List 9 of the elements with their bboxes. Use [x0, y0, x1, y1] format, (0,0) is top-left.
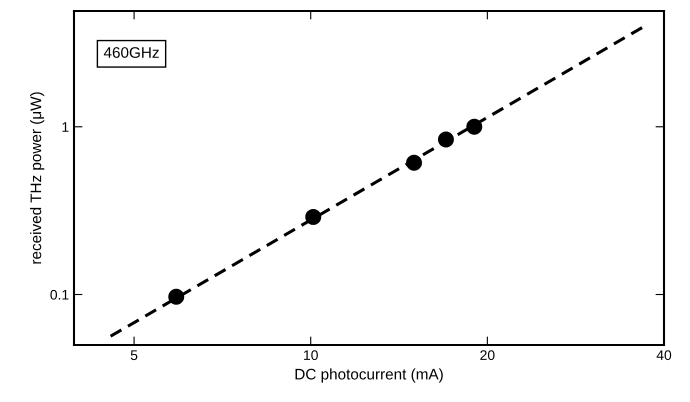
y-tick-label: 0.1 — [50, 290, 68, 300]
x-tick-label: 40 — [656, 350, 672, 360]
x-tick-label: 20 — [480, 350, 495, 360]
x-axis-title: DC photocurrent (mA) — [296, 368, 443, 383]
annotation: 460GHz — [104, 47, 159, 58]
y-tick-label: 1 — [62, 122, 68, 132]
x-tick-label: 10 — [304, 350, 318, 360]
y-axis-title: received THz power (μW) — [30, 92, 44, 264]
x-tick-label: 5 — [130, 350, 138, 360]
